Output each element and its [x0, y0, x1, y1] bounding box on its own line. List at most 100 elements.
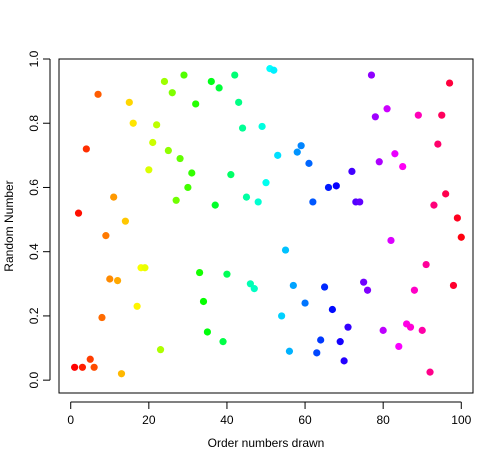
data-point	[94, 90, 102, 98]
data-point	[192, 100, 200, 108]
data-point	[301, 299, 309, 307]
data-point	[328, 305, 336, 314]
data-point	[449, 281, 458, 290]
data-point	[129, 119, 137, 127]
data-point	[320, 283, 329, 291]
data-point	[445, 79, 454, 87]
data-point	[457, 233, 465, 241]
data-point	[90, 363, 98, 371]
data-point	[242, 193, 251, 201]
data-point	[375, 158, 383, 166]
data-points	[71, 65, 465, 378]
data-point	[71, 363, 79, 371]
x-tick-label: 0	[67, 413, 74, 427]
data-point	[336, 338, 344, 346]
x-tick-label: 100	[451, 413, 471, 427]
data-point	[199, 297, 208, 306]
data-point	[344, 323, 352, 331]
data-point	[246, 280, 254, 288]
data-point	[153, 121, 161, 129]
y-tick-label: 0.2	[27, 307, 41, 324]
data-point	[121, 217, 129, 225]
data-point	[387, 236, 395, 245]
data-point	[442, 190, 450, 198]
data-point	[176, 154, 184, 163]
data-point	[406, 323, 415, 331]
data-point	[160, 77, 169, 86]
data-point	[285, 347, 294, 355]
data-point	[258, 122, 266, 131]
data-point	[227, 171, 235, 179]
data-point	[215, 84, 223, 92]
data-point	[168, 89, 176, 97]
data-point	[289, 281, 297, 290]
data-point	[262, 179, 270, 187]
data-point	[453, 214, 461, 222]
y-tick-label: 0.8	[27, 115, 41, 132]
data-point	[219, 338, 227, 346]
data-point	[438, 111, 446, 119]
data-point	[391, 150, 399, 158]
data-point	[293, 148, 301, 156]
data-point	[133, 302, 141, 310]
data-point	[211, 201, 219, 209]
y-tick-label: 0.6	[27, 179, 41, 196]
data-point	[371, 113, 379, 121]
data-point	[207, 77, 215, 86]
data-point	[414, 111, 422, 119]
data-point	[184, 183, 192, 192]
data-point	[309, 198, 317, 206]
data-point	[418, 326, 426, 334]
data-point	[223, 270, 231, 278]
data-point	[360, 278, 368, 286]
data-point	[196, 268, 204, 277]
y-axis: 0.0 0.2 0.4 0.6 0.8 1.0	[27, 50, 51, 388]
data-point	[297, 142, 305, 150]
data-point	[164, 146, 172, 155]
data-point	[238, 124, 247, 132]
data-point	[410, 286, 419, 294]
x-tick-label: 40	[220, 413, 234, 427]
data-point	[305, 159, 313, 167]
data-point	[113, 276, 122, 285]
data-point	[324, 183, 333, 192]
data-point	[250, 285, 258, 293]
data-point	[395, 342, 403, 351]
data-point	[82, 145, 90, 153]
data-point	[379, 326, 387, 334]
data-point	[363, 286, 372, 294]
plot-frame	[58, 58, 474, 394]
data-point	[313, 349, 321, 357]
data-point	[141, 264, 149, 272]
data-point	[274, 151, 282, 159]
x-axis: 0 20 40 60 80 100	[67, 401, 472, 427]
data-point	[156, 346, 165, 354]
data-point	[434, 140, 442, 148]
data-point	[86, 355, 94, 363]
x-tick-label: 20	[142, 413, 156, 427]
data-point	[422, 260, 430, 269]
x-axis-label: Order numbers drawn	[208, 436, 325, 450]
data-point	[149, 138, 157, 147]
data-point	[356, 198, 364, 206]
data-point	[98, 313, 106, 322]
data-point	[172, 196, 180, 204]
data-point	[367, 71, 376, 79]
data-point	[78, 363, 87, 371]
x-tick-label: 60	[298, 413, 312, 427]
data-point	[74, 209, 83, 217]
data-point	[203, 328, 212, 336]
data-point	[117, 370, 126, 378]
data-point	[332, 182, 340, 190]
data-point	[145, 166, 153, 174]
data-point	[254, 198, 262, 206]
y-axis-label: Random Number	[2, 180, 16, 271]
data-point	[110, 193, 118, 201]
data-point	[399, 162, 407, 171]
data-point	[317, 336, 325, 344]
data-point	[430, 201, 438, 209]
data-point	[348, 167, 356, 176]
y-tick-label: 0.4	[27, 243, 41, 260]
data-point	[231, 71, 239, 79]
